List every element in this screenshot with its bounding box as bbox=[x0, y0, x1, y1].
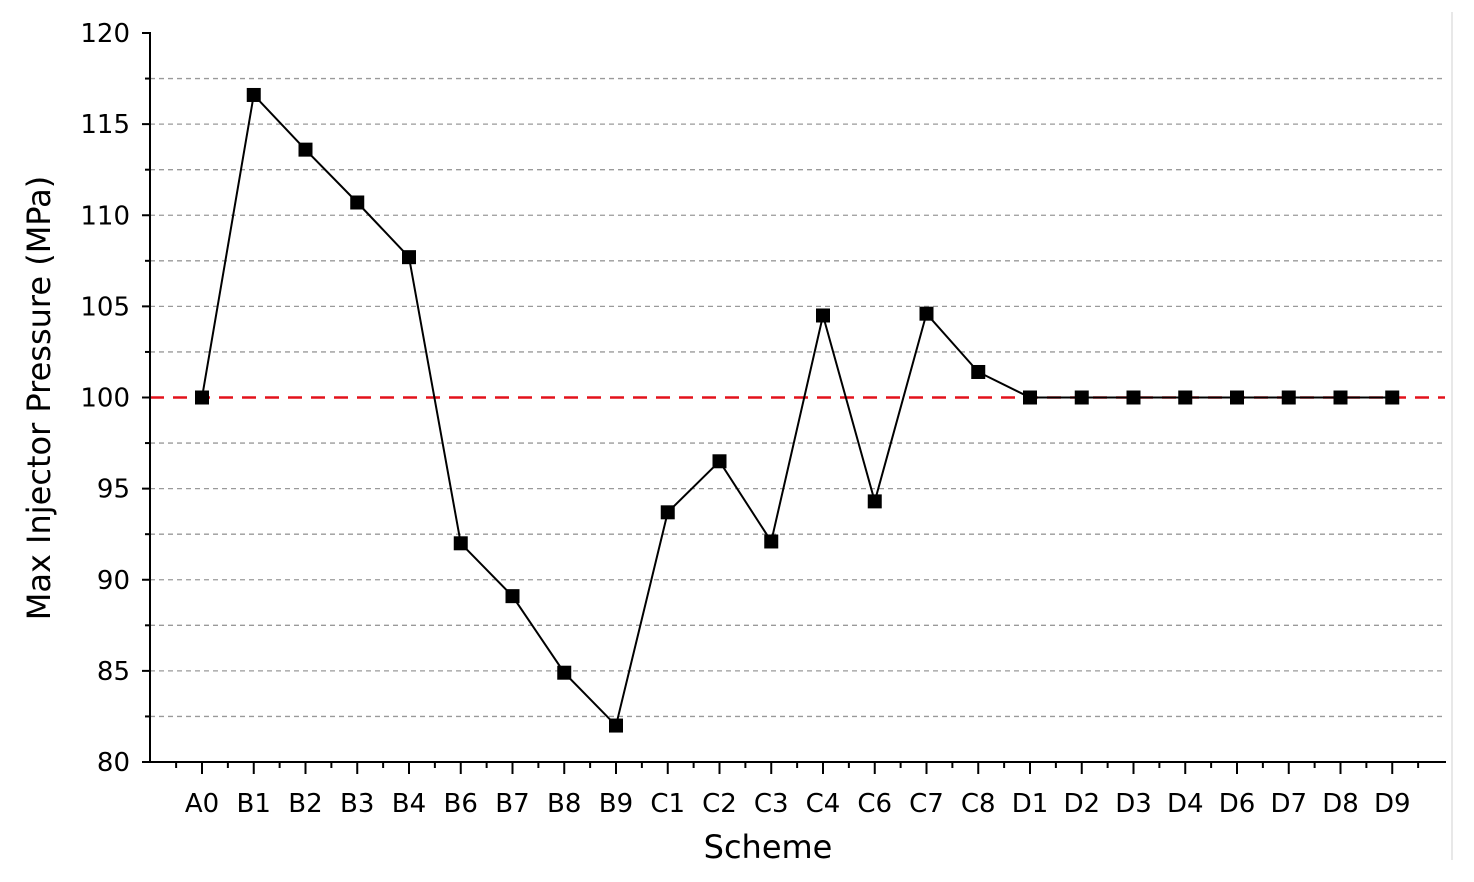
data-point-marker bbox=[609, 718, 623, 733]
data-point-marker bbox=[1023, 390, 1037, 405]
data-point-marker bbox=[402, 250, 416, 265]
y-tick-label: 80 bbox=[97, 748, 130, 778]
y-tick-label: 110 bbox=[80, 201, 130, 231]
data-point-marker bbox=[660, 505, 675, 520]
x-tick-label: D1 bbox=[1012, 789, 1049, 819]
x-tick-label: C8 bbox=[961, 789, 996, 819]
series-line bbox=[201, 92, 1393, 728]
data-point-marker bbox=[919, 306, 934, 321]
x-tick-label: C3 bbox=[754, 789, 789, 819]
x-tick-label: B2 bbox=[288, 789, 322, 819]
data-point-marker bbox=[816, 308, 830, 323]
data-point-marker bbox=[764, 534, 779, 549]
data-point-marker bbox=[1178, 390, 1193, 405]
data-point-marker bbox=[350, 195, 365, 210]
x-tick-label: D8 bbox=[1322, 789, 1359, 819]
data-point-marker bbox=[505, 589, 520, 604]
x-axis-title: Scheme bbox=[704, 828, 833, 866]
x-tick-label: C7 bbox=[909, 789, 944, 819]
data-point-marker bbox=[1281, 390, 1296, 405]
tick-labels: 80 85 90 95 100 105 110 115 120 A0 B1 B2 B3 B4 B6 B7 B8 B… bbox=[80, 19, 1410, 819]
y-tick-label: 95 bbox=[97, 475, 130, 505]
data-point-marker bbox=[867, 494, 882, 509]
x-tick-label: C1 bbox=[650, 789, 685, 819]
x-tick-label: C6 bbox=[857, 789, 892, 819]
x-tick-label: D9 bbox=[1374, 789, 1411, 819]
data-point-marker bbox=[971, 364, 986, 379]
x-tick-label: B3 bbox=[340, 789, 374, 819]
x-tick-label: D7 bbox=[1270, 789, 1307, 819]
x-tick-label: B9 bbox=[599, 789, 633, 819]
y-tick-label: 100 bbox=[80, 384, 130, 414]
data-point-marker bbox=[195, 390, 209, 405]
data-point-marker bbox=[712, 454, 727, 469]
x-tick-label: D4 bbox=[1167, 789, 1204, 819]
data-point-marker bbox=[1333, 390, 1348, 405]
y-tick-label: 85 bbox=[97, 657, 130, 687]
data-point-marker bbox=[1385, 390, 1400, 405]
x-tick-label: B6 bbox=[444, 789, 478, 819]
x-tick-label: D6 bbox=[1219, 789, 1256, 819]
data-point-marker bbox=[453, 536, 468, 551]
x-tick-label: B1 bbox=[237, 789, 271, 819]
data-point-marker bbox=[1074, 390, 1089, 405]
x-tick-label: D2 bbox=[1063, 789, 1100, 819]
data-point-marker bbox=[1230, 390, 1244, 405]
data-point-marker bbox=[557, 665, 572, 680]
y-tick-label: 120 bbox=[80, 19, 130, 49]
x-tick-label: B7 bbox=[495, 789, 529, 819]
data-point-marker bbox=[246, 87, 261, 102]
x-tick-label: B8 bbox=[547, 789, 581, 819]
axes bbox=[142, 12, 1453, 860]
data-series bbox=[195, 87, 1400, 733]
x-tick-label: C4 bbox=[806, 789, 841, 819]
data-point-marker bbox=[298, 142, 313, 157]
x-tick-label: C2 bbox=[702, 789, 737, 819]
x-tick-label: B4 bbox=[392, 789, 426, 819]
data-point-marker bbox=[1126, 390, 1141, 405]
y-tick-label: 115 bbox=[80, 110, 130, 140]
x-tick-label: A0 bbox=[185, 789, 219, 819]
y-axis-title: Max Injector Pressure (MPa) bbox=[20, 176, 58, 621]
y-tick-label: 90 bbox=[97, 566, 130, 596]
y-tick-label: 105 bbox=[80, 292, 130, 322]
x-tick-label: D3 bbox=[1115, 789, 1152, 819]
